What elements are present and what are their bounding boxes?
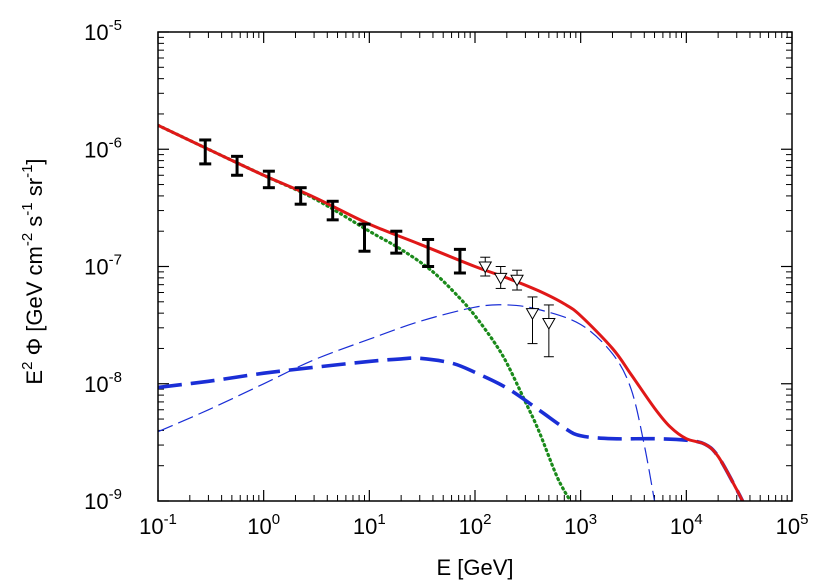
data-point-filled	[199, 138, 212, 166]
data-point-open	[541, 304, 556, 358]
data-point-open	[493, 266, 508, 289]
y-tick-label: 10-9	[84, 486, 122, 514]
data-point-filled	[326, 199, 339, 222]
x-tick-label: 105	[776, 511, 809, 539]
data-point-open	[478, 256, 493, 277]
data-point-filled	[294, 186, 307, 206]
y-tick-label: 10-7	[84, 252, 122, 280]
data-point-filled	[453, 247, 466, 275]
tick-labels: 10-1 100 101 102 103 104 105 10-9 10-8 10-7 10-6 10…	[84, 17, 808, 539]
tick-marks	[157, 31, 793, 502]
x-axis-label: E [GeV]	[436, 555, 513, 580]
triangle-marker	[541, 317, 556, 330]
x-tick-label: 103	[564, 511, 597, 539]
y-tick-label: 10-6	[84, 134, 122, 162]
data-point-filled	[262, 169, 275, 190]
x-tick-label: 104	[670, 511, 703, 539]
data-point-open	[525, 296, 540, 345]
x-tick-label: 101	[353, 511, 386, 539]
y-axis-label: E2 Φ [GeV cm-2 s-1 sr-1]	[19, 158, 47, 384]
series-solid-line	[158, 123, 745, 501]
data-point-filled	[390, 229, 403, 255]
series-thin-dashed-line	[158, 304, 656, 501]
plot-frame	[157, 31, 793, 502]
y-tick-label: 10-5	[84, 17, 122, 45]
y-tick-label: 10-8	[84, 369, 122, 397]
triangle-marker	[510, 274, 524, 287]
series-dotted-line	[158, 123, 572, 501]
x-tick-label: 100	[247, 511, 280, 539]
triangle-marker	[525, 308, 540, 321]
model-curves	[158, 123, 745, 501]
data-point-open	[510, 269, 524, 291]
data-point-filled	[422, 237, 435, 268]
triangle-marker	[478, 261, 493, 274]
data-point-filled	[231, 154, 244, 177]
x-tick-label: 10-1	[139, 511, 177, 539]
triangle-marker	[493, 272, 508, 285]
data-points	[199, 138, 556, 358]
series-thick-dashed-line	[158, 356, 745, 501]
x-tick-label: 102	[459, 511, 492, 539]
data-point-filled	[358, 222, 371, 253]
